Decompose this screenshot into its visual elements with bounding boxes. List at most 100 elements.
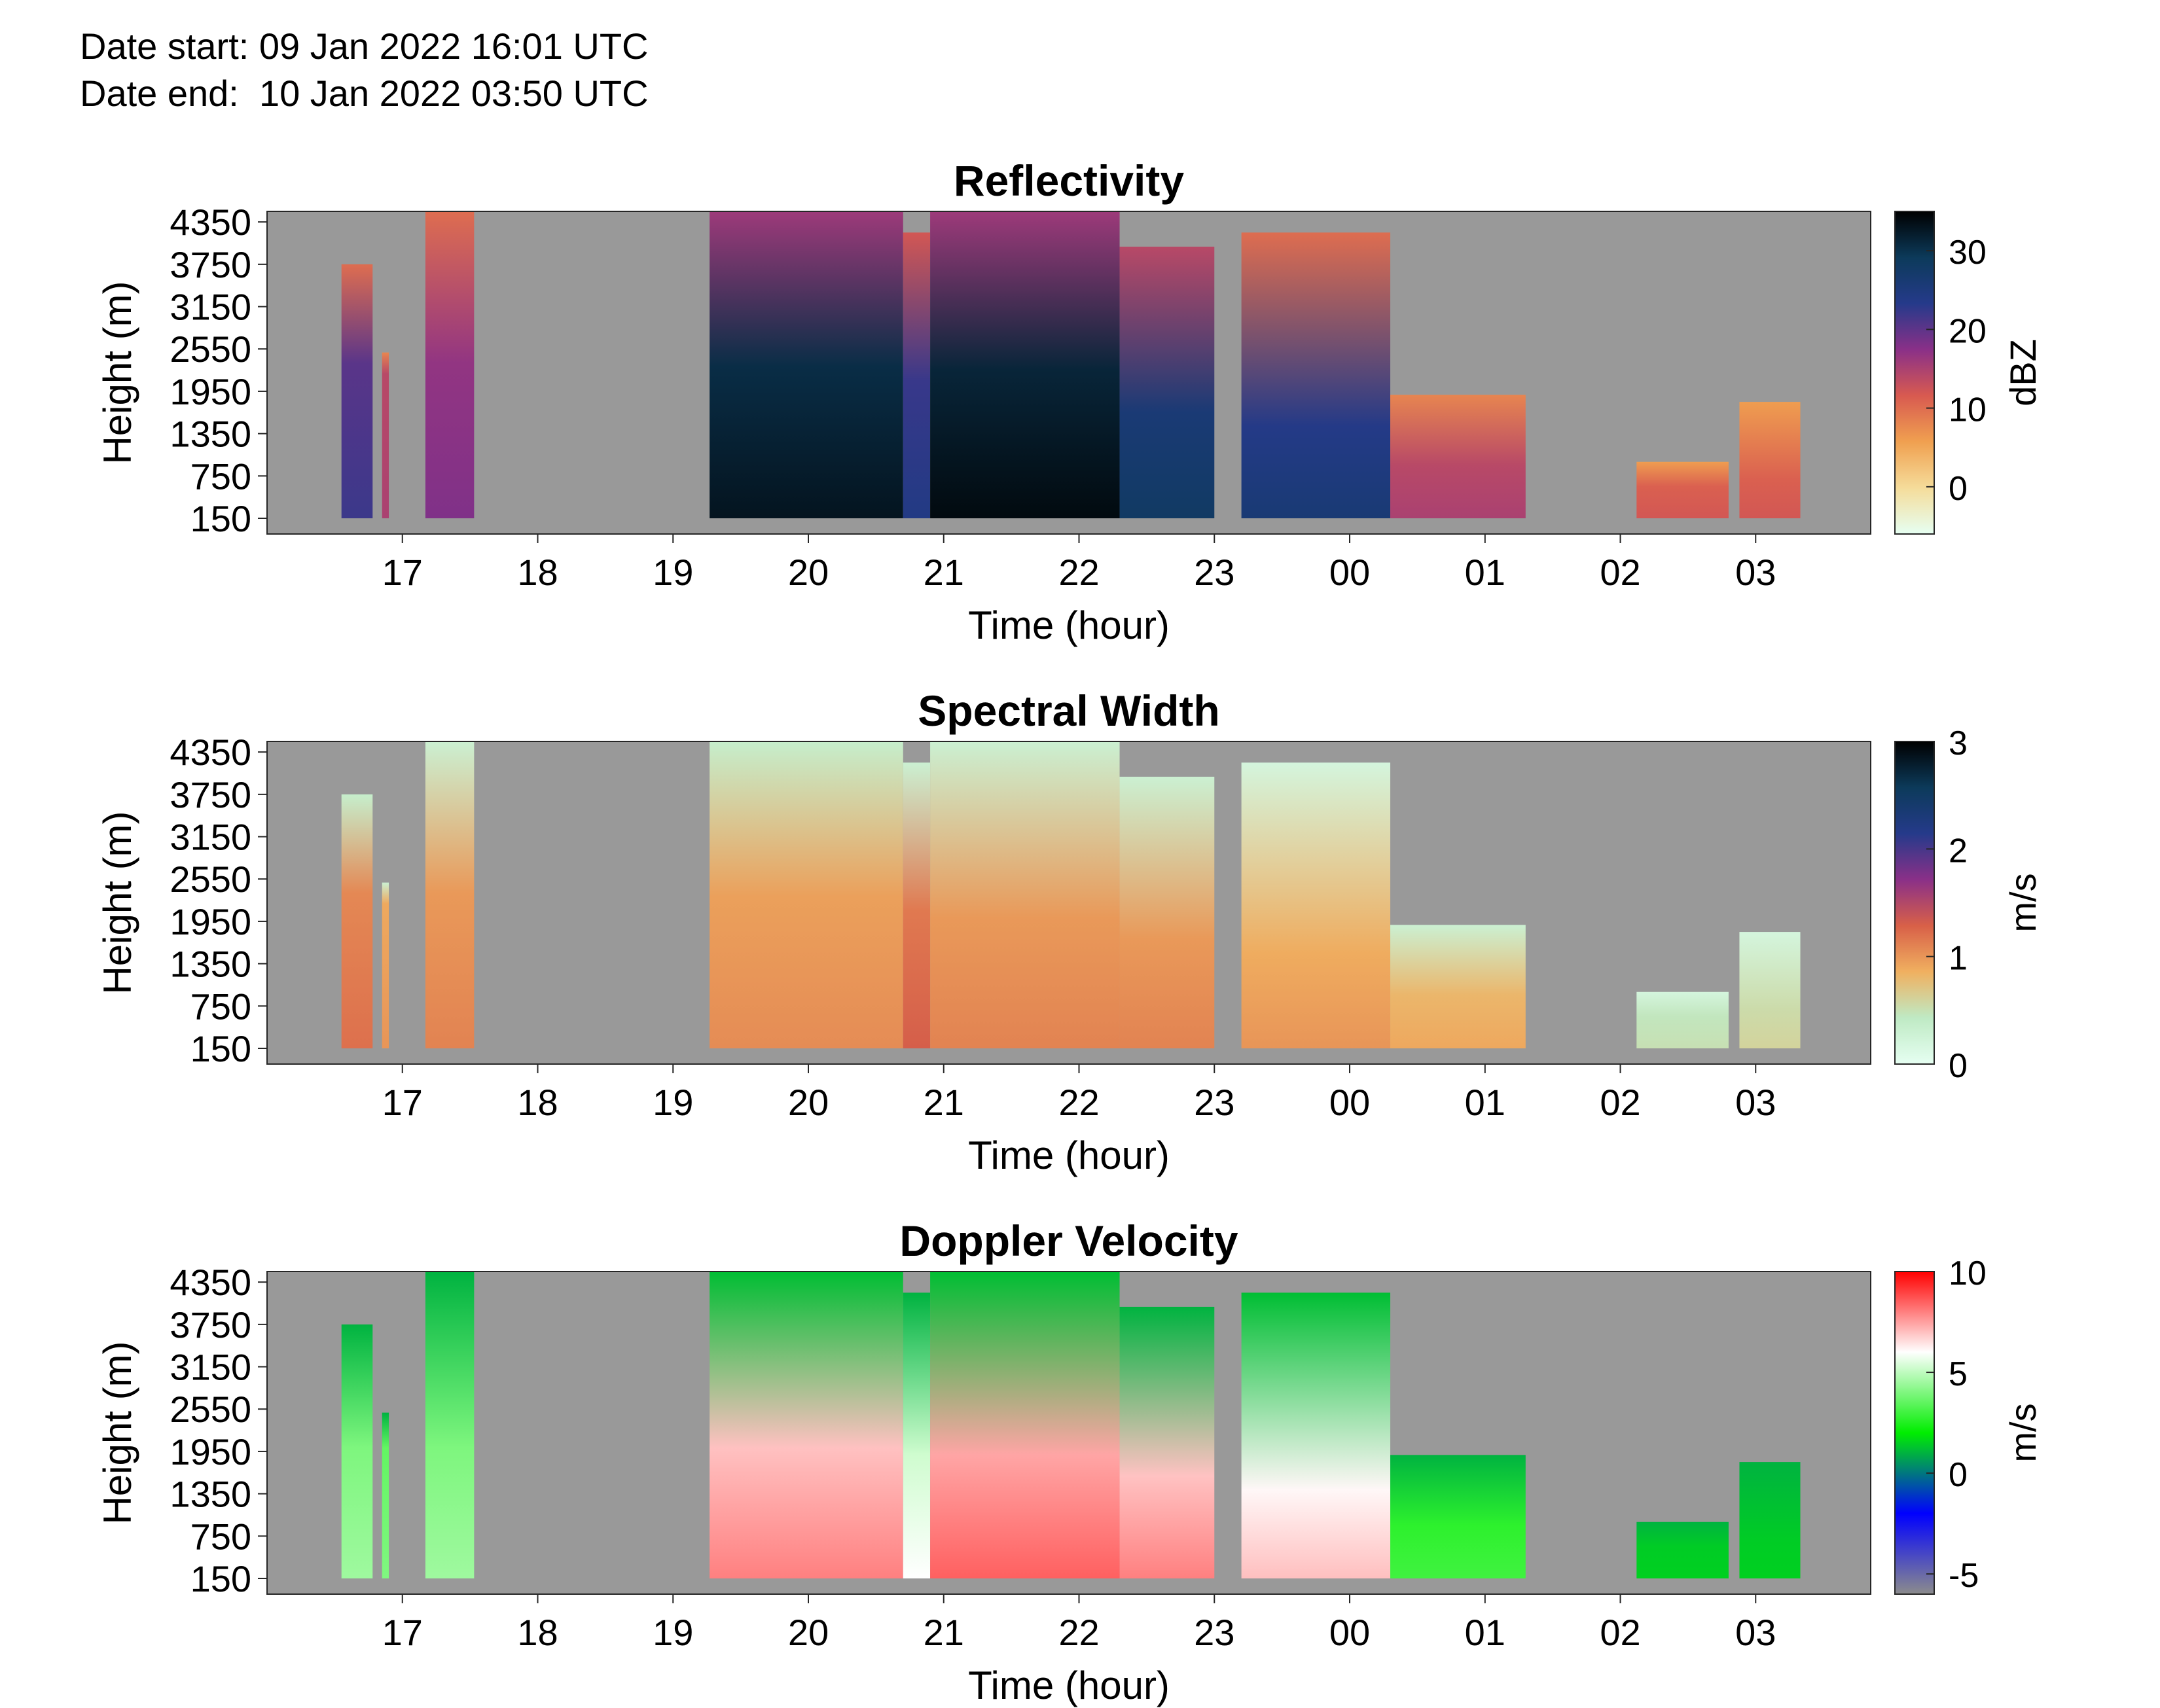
y-tick-label: 3150 bbox=[170, 817, 251, 858]
plot-frame bbox=[266, 1271, 1871, 1595]
echo-region bbox=[341, 1324, 373, 1578]
x-tick-label: 03 bbox=[1735, 1082, 1776, 1123]
echo-region bbox=[425, 1272, 475, 1578]
y-tick-label: 1350 bbox=[170, 414, 251, 455]
echo-region bbox=[710, 211, 903, 518]
panel-spectral-width: Spectral Width 15075013501950255031503750… bbox=[96, 686, 2043, 1177]
plot-frame bbox=[266, 741, 1871, 1065]
x-tick-label: 01 bbox=[1465, 1612, 1505, 1653]
date-end-text: Date end: 10 Jan 2022 03:50 UTC bbox=[80, 73, 649, 114]
y-tick-label: 2550 bbox=[170, 329, 251, 370]
x-tick-label: 22 bbox=[1058, 552, 1099, 593]
x-tick-label: 23 bbox=[1194, 1612, 1234, 1653]
x-tick-label: 00 bbox=[1329, 1612, 1370, 1653]
echo-region bbox=[710, 741, 903, 1048]
x-tick-label: 23 bbox=[1194, 1082, 1234, 1123]
colorbar bbox=[1894, 741, 1935, 1065]
colorbar-tick-label: 10 bbox=[1949, 1254, 1987, 1292]
y-axis-label: Height (m) bbox=[96, 811, 139, 994]
x-tick-label: 17 bbox=[382, 1612, 423, 1653]
y-tick-label: 3750 bbox=[170, 1304, 251, 1345]
echo-region bbox=[1241, 232, 1391, 518]
x-tick-label: 22 bbox=[1058, 1082, 1099, 1123]
echo-region bbox=[1241, 762, 1391, 1048]
panel-reflectivity: Reflectivity 1507501350195025503150375043… bbox=[96, 156, 2043, 647]
echo-region bbox=[425, 211, 475, 518]
echo-region bbox=[341, 264, 373, 518]
y-tick-label: 3150 bbox=[170, 287, 251, 328]
echo-region bbox=[1241, 1292, 1391, 1578]
y-tick-label: 1950 bbox=[170, 901, 251, 942]
x-tick-label: 02 bbox=[1600, 1082, 1640, 1123]
y-tick-label: 4350 bbox=[170, 202, 251, 243]
y-tick-label: 2550 bbox=[170, 859, 251, 900]
x-tick-label: 02 bbox=[1600, 1612, 1640, 1653]
echo-region bbox=[1636, 461, 1729, 518]
x-tick-label: 01 bbox=[1465, 552, 1505, 593]
echo-region bbox=[382, 882, 389, 1048]
x-tick-label: 20 bbox=[788, 1082, 829, 1123]
colorbar-tick-label: 0 bbox=[1949, 1456, 1968, 1494]
x-tick-label: 18 bbox=[517, 1612, 558, 1653]
y-axis-label: Height (m) bbox=[96, 1341, 139, 1524]
date-start-text: Date start: 09 Jan 2022 16:01 UTC bbox=[80, 26, 649, 67]
panel-title: Spectral Width bbox=[918, 686, 1219, 735]
x-tick-label: 21 bbox=[924, 552, 964, 593]
y-tick-label: 4350 bbox=[170, 732, 251, 773]
x-axis-label: Time (hour) bbox=[968, 1133, 1170, 1177]
plot-frame bbox=[266, 211, 1871, 535]
echo-region bbox=[382, 1412, 389, 1578]
y-tick-label: 3150 bbox=[170, 1347, 251, 1388]
echo-region bbox=[1739, 402, 1801, 518]
colorbar-tick-label: 5 bbox=[1949, 1355, 1968, 1393]
y-tick-label: 150 bbox=[190, 1558, 251, 1599]
colorbar-tick-label: 3 bbox=[1949, 724, 1968, 762]
y-tick-label: 750 bbox=[190, 986, 251, 1027]
echo-region bbox=[1636, 991, 1729, 1048]
x-tick-label: 18 bbox=[517, 552, 558, 593]
x-tick-label: 22 bbox=[1058, 1612, 1099, 1653]
panel-title: Doppler Velocity bbox=[899, 1217, 1238, 1265]
x-tick-label: 17 bbox=[382, 1082, 423, 1123]
echo-region bbox=[710, 1272, 903, 1578]
y-tick-label: 3750 bbox=[170, 244, 251, 285]
panel-title: Reflectivity bbox=[954, 156, 1184, 205]
x-tick-label: 19 bbox=[653, 1612, 693, 1653]
y-tick-label: 1350 bbox=[170, 944, 251, 985]
echo-region bbox=[903, 1292, 931, 1578]
colorbar-tick-label: 20 bbox=[1949, 312, 1987, 350]
colorbar-tick-label: 10 bbox=[1949, 391, 1987, 429]
colorbar-tick-label: 0 bbox=[1949, 1047, 1968, 1085]
y-tick-label: 2550 bbox=[170, 1389, 251, 1430]
x-axis-label: Time (hour) bbox=[968, 603, 1170, 647]
echo-region bbox=[903, 762, 931, 1048]
x-tick-label: 23 bbox=[1194, 552, 1234, 593]
y-tick-label: 750 bbox=[190, 455, 251, 497]
x-tick-label: 00 bbox=[1329, 552, 1370, 593]
colorbar-tick-label: -5 bbox=[1949, 1557, 1979, 1595]
echo-region bbox=[1739, 932, 1801, 1048]
y-tick-label: 150 bbox=[190, 1028, 251, 1069]
y-tick-label: 1950 bbox=[170, 1431, 251, 1472]
colorbar-tick-label: 2 bbox=[1949, 832, 1968, 870]
x-tick-label: 21 bbox=[924, 1082, 964, 1123]
colorbar-tick-label: 30 bbox=[1949, 234, 1987, 272]
echo-region bbox=[382, 352, 389, 518]
echo-region bbox=[930, 741, 1120, 1048]
x-tick-label: 03 bbox=[1735, 552, 1776, 593]
y-tick-label: 3750 bbox=[170, 774, 251, 815]
x-tick-label: 18 bbox=[517, 1082, 558, 1123]
y-tick-label: 4350 bbox=[170, 1262, 251, 1303]
echo-region bbox=[341, 794, 373, 1048]
x-tick-label: 21 bbox=[924, 1612, 964, 1653]
echo-region bbox=[1739, 1462, 1801, 1578]
colorbar bbox=[1894, 1271, 1935, 1595]
y-axis-label: Height (m) bbox=[96, 281, 139, 464]
echo-region bbox=[1390, 395, 1526, 518]
echo-region bbox=[930, 211, 1120, 518]
colorbar-label: m/s bbox=[2002, 1403, 2043, 1462]
echo-region bbox=[903, 232, 931, 518]
x-tick-label: 01 bbox=[1465, 1082, 1505, 1123]
colorbar-label: dBZ bbox=[2002, 339, 2043, 406]
